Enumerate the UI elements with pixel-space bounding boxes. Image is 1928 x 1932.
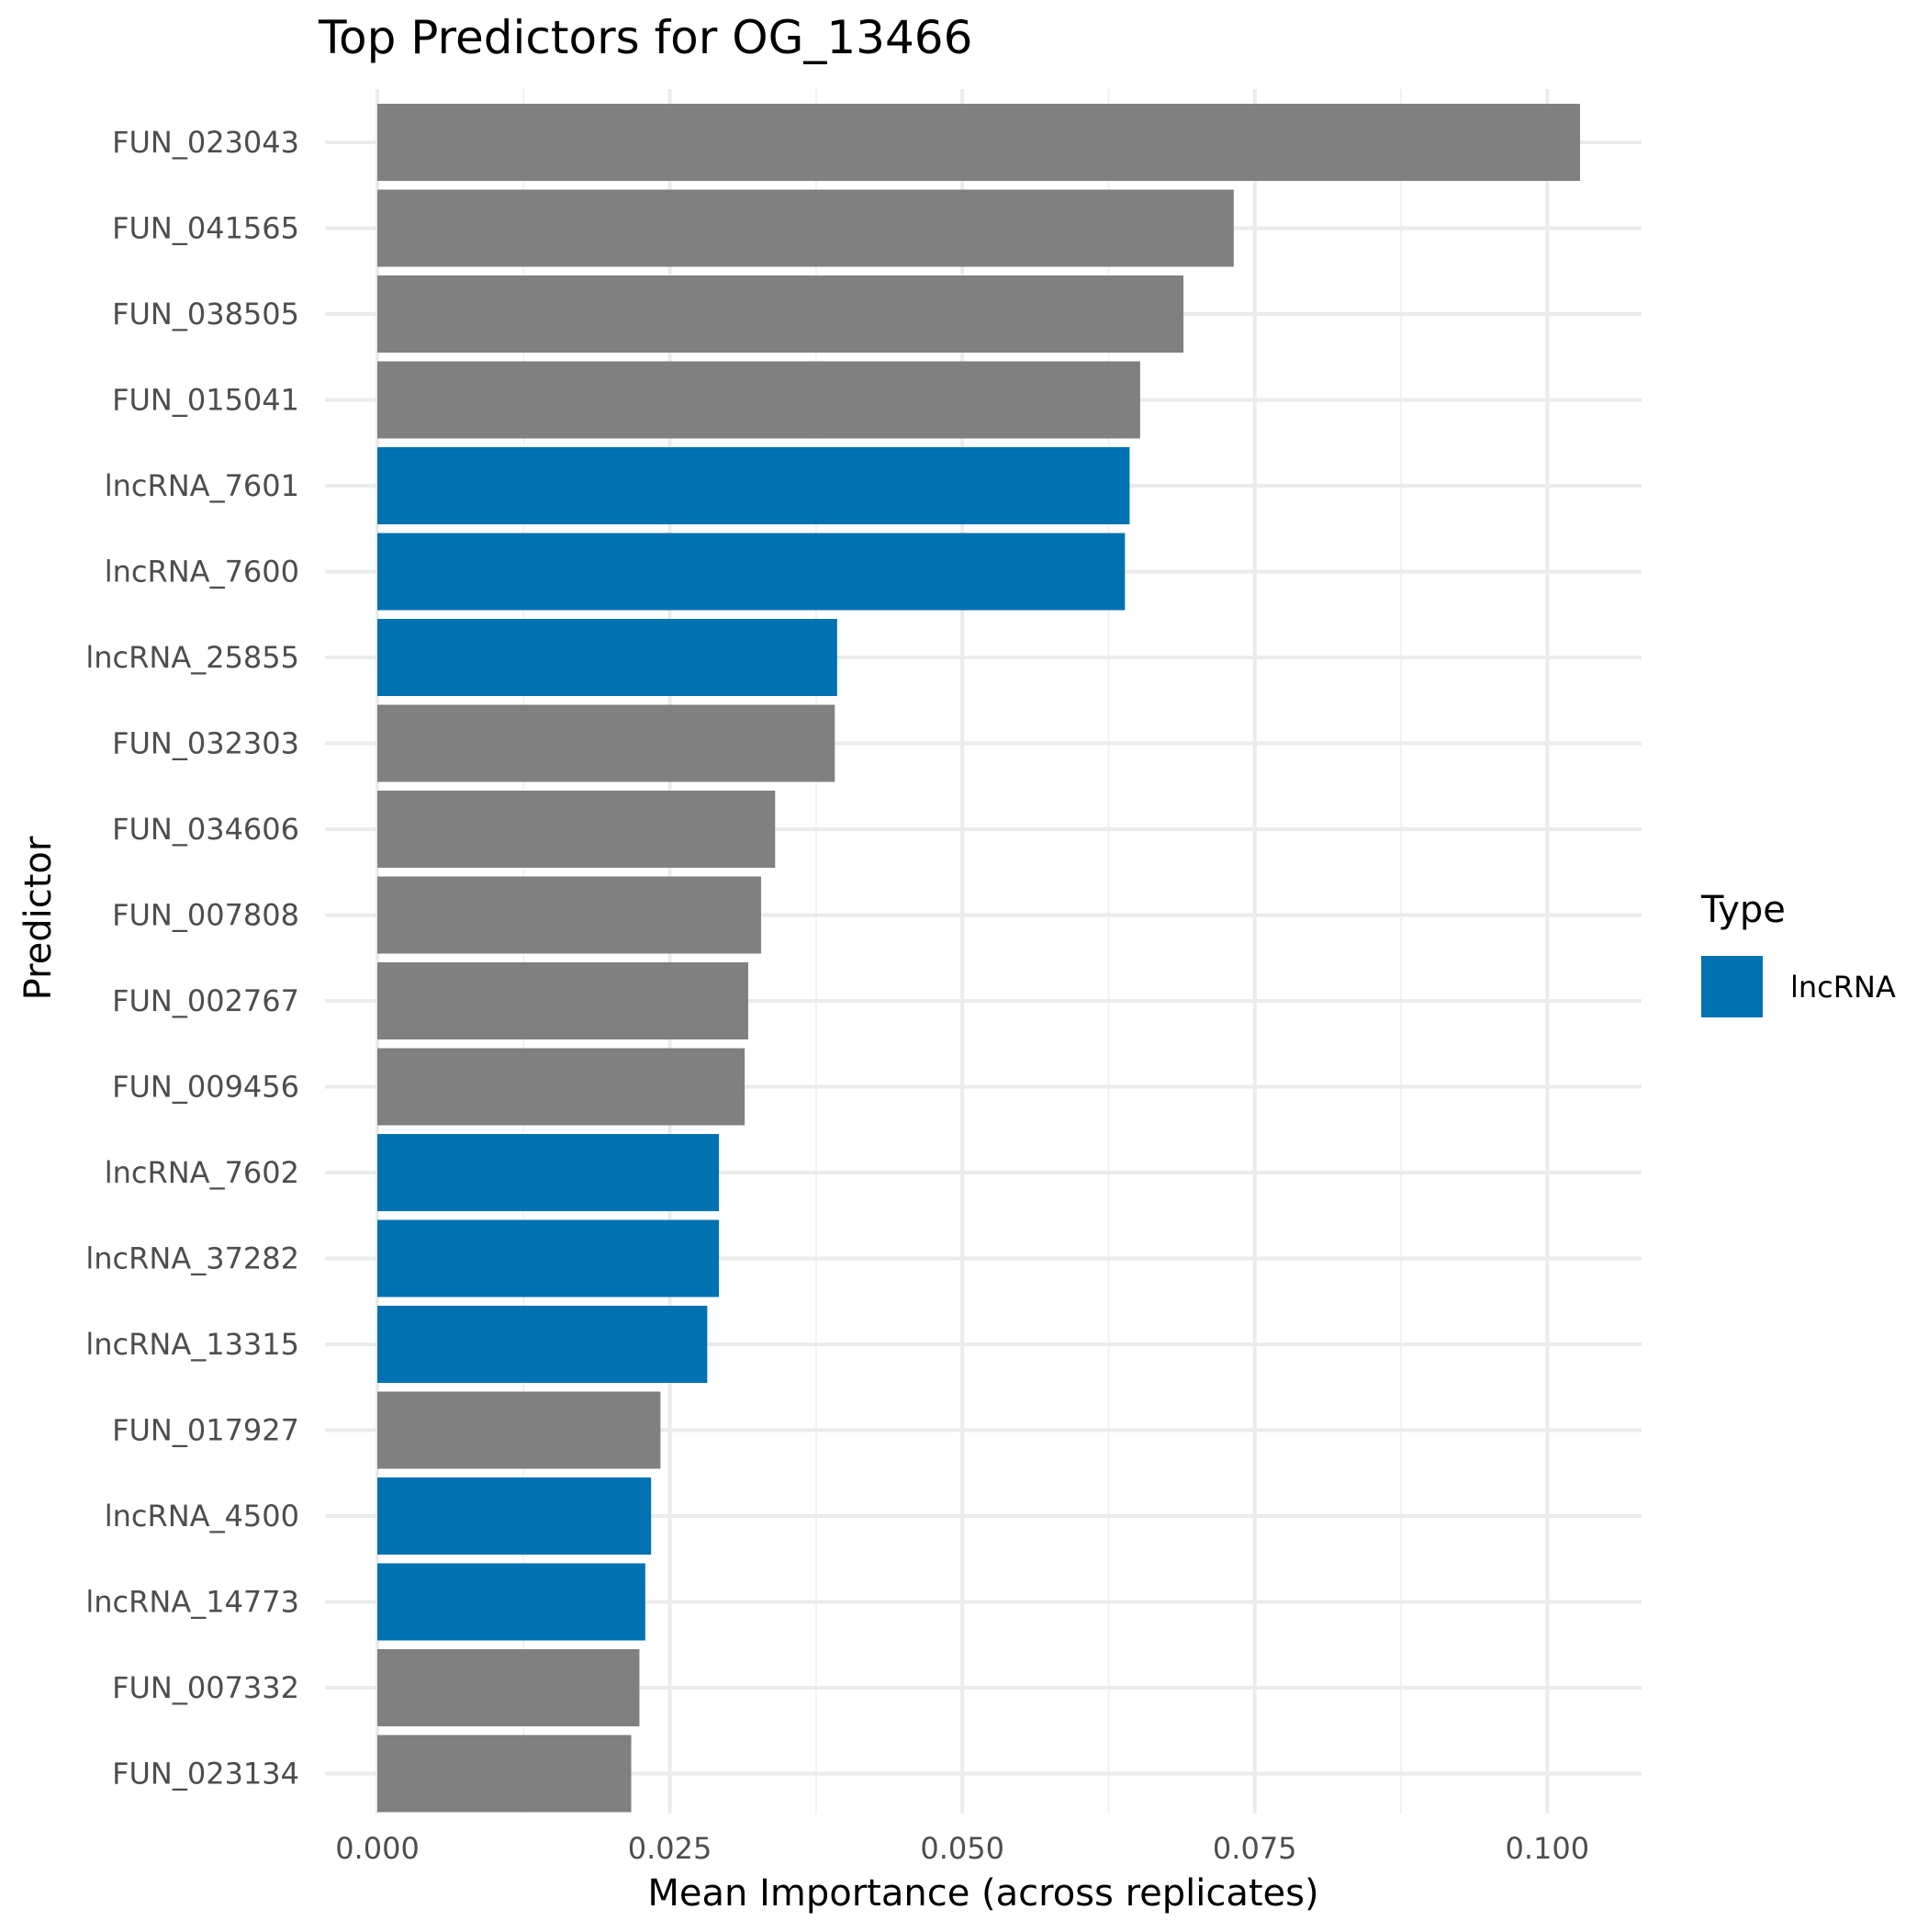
bar-fun-032303 bbox=[377, 704, 835, 782]
y-tick-label: lncRNA_7600 bbox=[105, 555, 299, 590]
bar-lncrna-4500 bbox=[377, 1477, 652, 1555]
x-tick-label: 0.075 bbox=[1213, 1831, 1297, 1866]
y-tick-labels: FUN_023043 FUN_041565 FUN_038505 FUN_015041… bbox=[85, 125, 299, 1792]
y-tick-label: FUN_023134 bbox=[112, 1757, 299, 1792]
y-tick-label: lncRNA_7601 bbox=[105, 468, 299, 503]
legend-label-lncrna: lncRNA bbox=[1790, 970, 1896, 1005]
bar-fun-023134 bbox=[377, 1735, 632, 1813]
x-tick-label: 0.100 bbox=[1506, 1831, 1590, 1866]
chart-title: Top Predictors for OG_13466 bbox=[318, 11, 972, 64]
bar-fun-002767 bbox=[377, 962, 748, 1039]
bar-fun-007332 bbox=[377, 1649, 640, 1726]
x-axis-title: Mean Importance (across replicates) bbox=[647, 1872, 1318, 1915]
x-tick-label: 0.000 bbox=[335, 1831, 420, 1866]
bar-lncrna-7602 bbox=[377, 1134, 720, 1211]
bar-lncrna-14773 bbox=[377, 1563, 645, 1641]
y-tick-label: FUN_034606 bbox=[112, 812, 299, 847]
bar-fun-038505 bbox=[377, 275, 1184, 353]
bar-fun-041565 bbox=[377, 189, 1234, 267]
y-tick-label: FUN_002767 bbox=[112, 983, 299, 1018]
bar-fun-034606 bbox=[377, 791, 776, 868]
bar-fun-007808 bbox=[377, 876, 761, 954]
y-tick-label: lncRNA_37282 bbox=[85, 1241, 299, 1276]
bar-lncrna-7600 bbox=[377, 533, 1126, 611]
bar-fun-017927 bbox=[377, 1391, 661, 1469]
bars bbox=[377, 104, 1580, 1813]
y-tick-label: FUN_007808 bbox=[112, 898, 299, 933]
x-tick-label: 0.025 bbox=[628, 1831, 712, 1866]
y-tick-label: FUN_038505 bbox=[112, 297, 299, 331]
y-tick-label: FUN_041565 bbox=[112, 211, 299, 246]
y-tick-label: FUN_009456 bbox=[112, 1070, 299, 1105]
y-tick-label: FUN_007332 bbox=[112, 1670, 299, 1705]
y-tick-label: lncRNA_13315 bbox=[85, 1327, 299, 1362]
legend: Type lncRNA bbox=[1700, 889, 1896, 1017]
y-tick-label: FUN_017927 bbox=[112, 1413, 299, 1448]
y-tick-label: lncRNA_25855 bbox=[85, 640, 299, 675]
bar-lncrna-7601 bbox=[377, 447, 1130, 524]
y-tick-label: lncRNA_4500 bbox=[105, 1499, 299, 1533]
y-axis-title: Predictor bbox=[17, 836, 60, 1000]
y-tick-label: lncRNA_14773 bbox=[85, 1585, 299, 1620]
legend-swatch-lncrna bbox=[1701, 956, 1763, 1017]
legend-title: Type bbox=[1700, 889, 1786, 931]
bar-lncrna-25855 bbox=[377, 619, 837, 696]
y-tick-label: FUN_032303 bbox=[112, 726, 299, 761]
x-tick-label: 0.050 bbox=[920, 1831, 1004, 1866]
bar-fun-015041 bbox=[377, 361, 1140, 439]
bar-fun-023043 bbox=[377, 104, 1580, 181]
y-tick-label: FUN_023043 bbox=[112, 125, 299, 160]
y-tick-label: FUN_015041 bbox=[112, 383, 299, 418]
x-tick-labels: 0.000 0.025 0.050 0.075 0.100 bbox=[335, 1831, 1589, 1866]
bar-fun-009456 bbox=[377, 1048, 745, 1126]
y-tick-label: lncRNA_7602 bbox=[105, 1155, 299, 1190]
bar-lncrna-13315 bbox=[377, 1306, 708, 1383]
bar-lncrna-37282 bbox=[377, 1219, 720, 1297]
